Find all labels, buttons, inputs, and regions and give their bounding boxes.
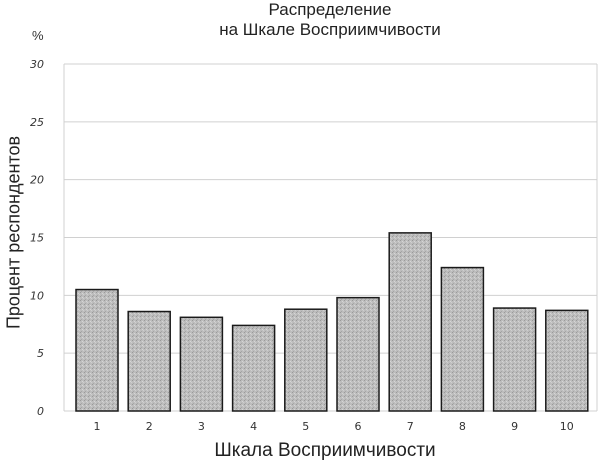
bar (231, 324, 276, 412)
bar (127, 310, 171, 412)
bar (336, 296, 380, 412)
chart-title-line2: на Шкале Восприимчивости (219, 20, 441, 39)
bar (388, 232, 432, 412)
bar (284, 308, 328, 412)
x-tick-label: 5 (302, 420, 309, 433)
bar (545, 309, 589, 412)
bar (492, 307, 537, 412)
bars (75, 232, 589, 412)
x-tick-label: 3 (198, 420, 205, 433)
x-tick-label: 9 (511, 420, 518, 433)
x-tick-label: 7 (407, 420, 414, 433)
x-tick-label: 10 (560, 420, 574, 433)
y-tick-label: 25 (30, 116, 44, 129)
x-axis-ticks: 1 2 3 4 5 6 7 8 9 10 (94, 420, 574, 433)
y-tick-label: 30 (30, 58, 44, 71)
chart-title-line1: Распределение (268, 0, 392, 19)
y-tick-label: 15 (30, 232, 44, 245)
y-tick-label: 20 (30, 174, 44, 187)
x-tick-label: 2 (146, 420, 153, 433)
bar (179, 316, 224, 412)
x-tick-label: 6 (355, 420, 362, 433)
y-axis-ticks: 0 5 10 15 20 25 30 (30, 58, 44, 418)
y-tick-label: 0 (37, 405, 44, 418)
y-axis-unit: % (32, 28, 44, 43)
x-tick-label: 4 (250, 420, 257, 433)
x-tick-label: 1 (94, 420, 101, 433)
x-tick-label: 8 (459, 420, 466, 433)
x-axis-label: Шкала Восприимчивости (214, 440, 436, 461)
bar (75, 288, 119, 412)
y-tick-label: 10 (30, 289, 44, 302)
y-tick-label: 5 (37, 347, 44, 360)
bar (440, 266, 485, 412)
